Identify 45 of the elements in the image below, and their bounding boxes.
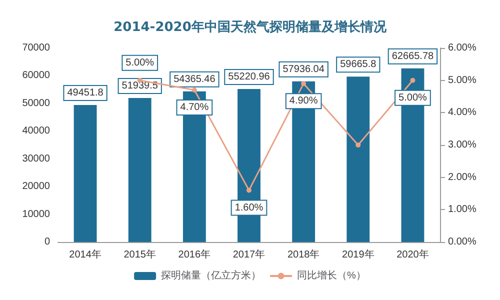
y-tick-label: 0	[44, 236, 50, 248]
y-tick-label: 50000	[22, 98, 50, 109]
y2-tick-label: 5.00%	[448, 74, 476, 86]
data-label: 62665.78	[392, 50, 434, 62]
y2-tick-label: 6.00%	[448, 42, 476, 54]
y-tick-label: 40000	[22, 126, 50, 137]
point	[192, 88, 197, 93]
data-label: 57936.04	[282, 64, 325, 75]
data-label: 1.60%	[234, 202, 264, 214]
y2-tick-label: 3.00%	[448, 140, 476, 150]
y2-tick-label: 4.00%	[448, 107, 476, 118]
point	[246, 188, 252, 193]
data-label: 54365.46	[174, 74, 216, 85]
data-label: 51939.5	[122, 80, 158, 92]
x-tick-label: 2017年	[232, 248, 266, 260]
data-label: 4.90%	[289, 96, 318, 107]
data-label: 59665.8	[340, 59, 377, 70]
data-label: 5.00%	[398, 92, 427, 104]
y2-tick-label: 2.00%	[448, 172, 476, 183]
x-tick-label: 2016年	[178, 248, 211, 260]
y-tick-label: 70000	[22, 42, 50, 54]
point	[301, 81, 306, 86]
x-tick-label: 2020年	[396, 248, 429, 260]
y-tick-label: 10000	[22, 208, 50, 220]
y-tick-label: 30000	[22, 153, 50, 164]
data-label: 4.70%	[180, 102, 209, 114]
x-tick-label: 2018年	[287, 248, 320, 260]
chart-title: 2014-2020年中国天然气探明储量及增长情况	[114, 20, 388, 35]
legend-label: 同比增长（%）	[297, 270, 366, 282]
legend-label: 探明储量（亿立方米）	[161, 270, 262, 282]
point	[410, 78, 416, 83]
bar	[128, 98, 152, 242]
y-tick-label: 60000	[22, 70, 50, 82]
bar	[74, 104, 97, 242]
data-label: 55220.96	[228, 71, 270, 82]
data-label: 49451.8	[67, 87, 104, 98]
data-label: 5.00%	[126, 57, 154, 68]
y2-tick-label: 0.00%	[448, 236, 476, 248]
x-tick-label: 2015年	[124, 248, 156, 260]
bar	[346, 76, 370, 242]
x-tick-label: 2014年	[69, 248, 102, 260]
point	[356, 142, 361, 148]
x-tick-label: 2019年	[342, 248, 374, 260]
y2-tick-label: 1.00%	[448, 204, 476, 216]
y-tick-label: 20000	[22, 181, 50, 192]
